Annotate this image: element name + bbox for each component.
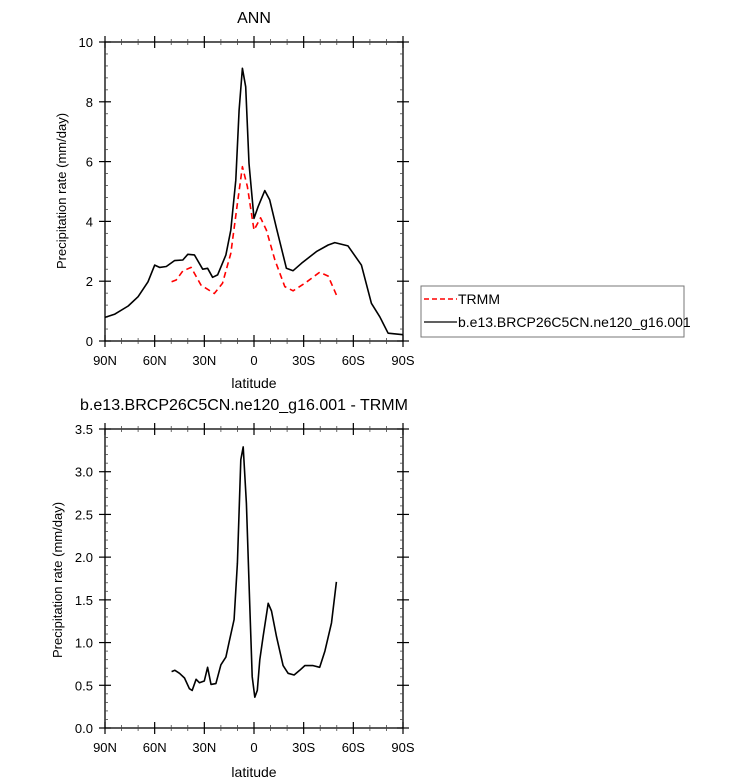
plot-frame xyxy=(104,428,404,729)
plot-frame xyxy=(104,41,404,342)
x-axis-label: latitude xyxy=(231,764,276,780)
x-tick-label: 60N xyxy=(143,740,167,755)
y-tick-label: 0 xyxy=(86,334,93,349)
x-tick-label: 90N xyxy=(93,353,117,368)
y-tick-label: 1.5 xyxy=(75,593,93,608)
x-tick-label: 90S xyxy=(391,740,414,755)
x-tick-label: 0 xyxy=(250,353,257,368)
x-tick-label: 30N xyxy=(192,740,216,755)
legend-label-trmm: TRMM xyxy=(458,291,500,307)
x-tick-label: 30S xyxy=(292,740,315,755)
chart-title: b.e13.BRCP26C5CN.ne120_g16.001 - TRMM xyxy=(80,397,408,414)
legend-label-model: b.e13.BRCP26C5CN.ne120_g16.001 xyxy=(458,314,691,330)
x-tick-label: 0 xyxy=(250,740,257,755)
y-tick-label: 4 xyxy=(86,214,93,229)
series-line-difference xyxy=(171,446,338,699)
series-line-b-e13-brcp26c5cn-ne120-g16-001 xyxy=(104,67,404,336)
y-tick-label: 10 xyxy=(79,35,93,50)
y-tick-label: 2.0 xyxy=(75,550,93,565)
chart-title: ANN xyxy=(237,10,271,27)
legend-box xyxy=(420,285,685,338)
series-line-trmm xyxy=(171,165,338,296)
y-axis-label: Precipitation rate (mm/day) xyxy=(50,502,65,658)
x-axis-label: latitude xyxy=(231,375,276,391)
y-tick-label: 2 xyxy=(86,274,93,289)
x-tick-label: 60S xyxy=(342,740,365,755)
chart-difference: b.e13.BRCP26C5CN.ne120_g16.001 - TRMM la… xyxy=(50,397,415,780)
x-tick-label: 90N xyxy=(93,740,117,755)
x-tick-label: 60S xyxy=(342,353,365,368)
chart-annual-precip: ANN latitude Precipitation rate (mm/day)… xyxy=(54,10,415,391)
y-tick-label: 6 xyxy=(86,155,93,170)
y-tick-label: 3.0 xyxy=(75,465,93,480)
x-tick-label: 30N xyxy=(192,353,216,368)
y-tick-label: 1.0 xyxy=(75,636,93,651)
y-tick-label: 8 xyxy=(86,95,93,110)
y-tick-label: 0.0 xyxy=(75,721,93,736)
y-tick-label: 3.5 xyxy=(75,422,93,437)
x-tick-label: 30S xyxy=(292,353,315,368)
x-tick-label: 90S xyxy=(391,353,414,368)
legend: TRMM b.e13.BRCP26C5CN.ne120_g16.001 xyxy=(420,285,691,338)
y-tick-label: 2.5 xyxy=(75,507,93,522)
x-tick-label: 60N xyxy=(143,353,167,368)
y-tick-label: 0.5 xyxy=(75,678,93,693)
y-axis-label: Precipitation rate (mm/day) xyxy=(54,113,69,269)
